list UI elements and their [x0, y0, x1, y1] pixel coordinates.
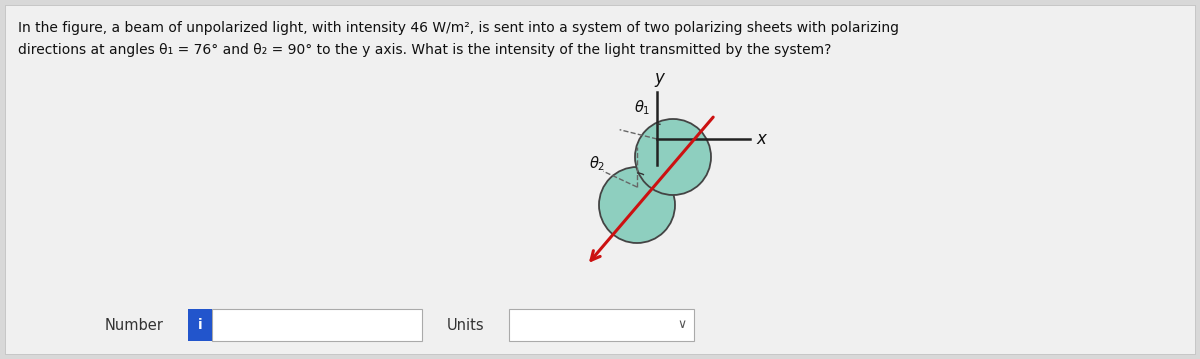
FancyBboxPatch shape — [188, 309, 212, 341]
FancyBboxPatch shape — [212, 309, 422, 341]
Text: ∨: ∨ — [678, 318, 686, 331]
Text: $\theta_2$: $\theta_2$ — [589, 154, 605, 173]
Text: In the figure, a beam of unpolarized light, with intensity 46 W/m², is sent into: In the figure, a beam of unpolarized lig… — [18, 21, 899, 35]
Ellipse shape — [635, 119, 710, 195]
Text: x: x — [756, 130, 766, 148]
Text: Units: Units — [448, 317, 485, 332]
Text: $\theta_1$: $\theta_1$ — [634, 98, 650, 117]
Ellipse shape — [599, 167, 674, 243]
Text: i: i — [198, 318, 203, 332]
FancyBboxPatch shape — [509, 309, 694, 341]
FancyBboxPatch shape — [5, 5, 1195, 354]
Text: Number: Number — [106, 317, 164, 332]
Text: directions at angles θ₁ = 76° and θ₂ = 90° to the y axis. What is the intensity : directions at angles θ₁ = 76° and θ₂ = 9… — [18, 43, 832, 57]
Text: y: y — [654, 69, 664, 87]
